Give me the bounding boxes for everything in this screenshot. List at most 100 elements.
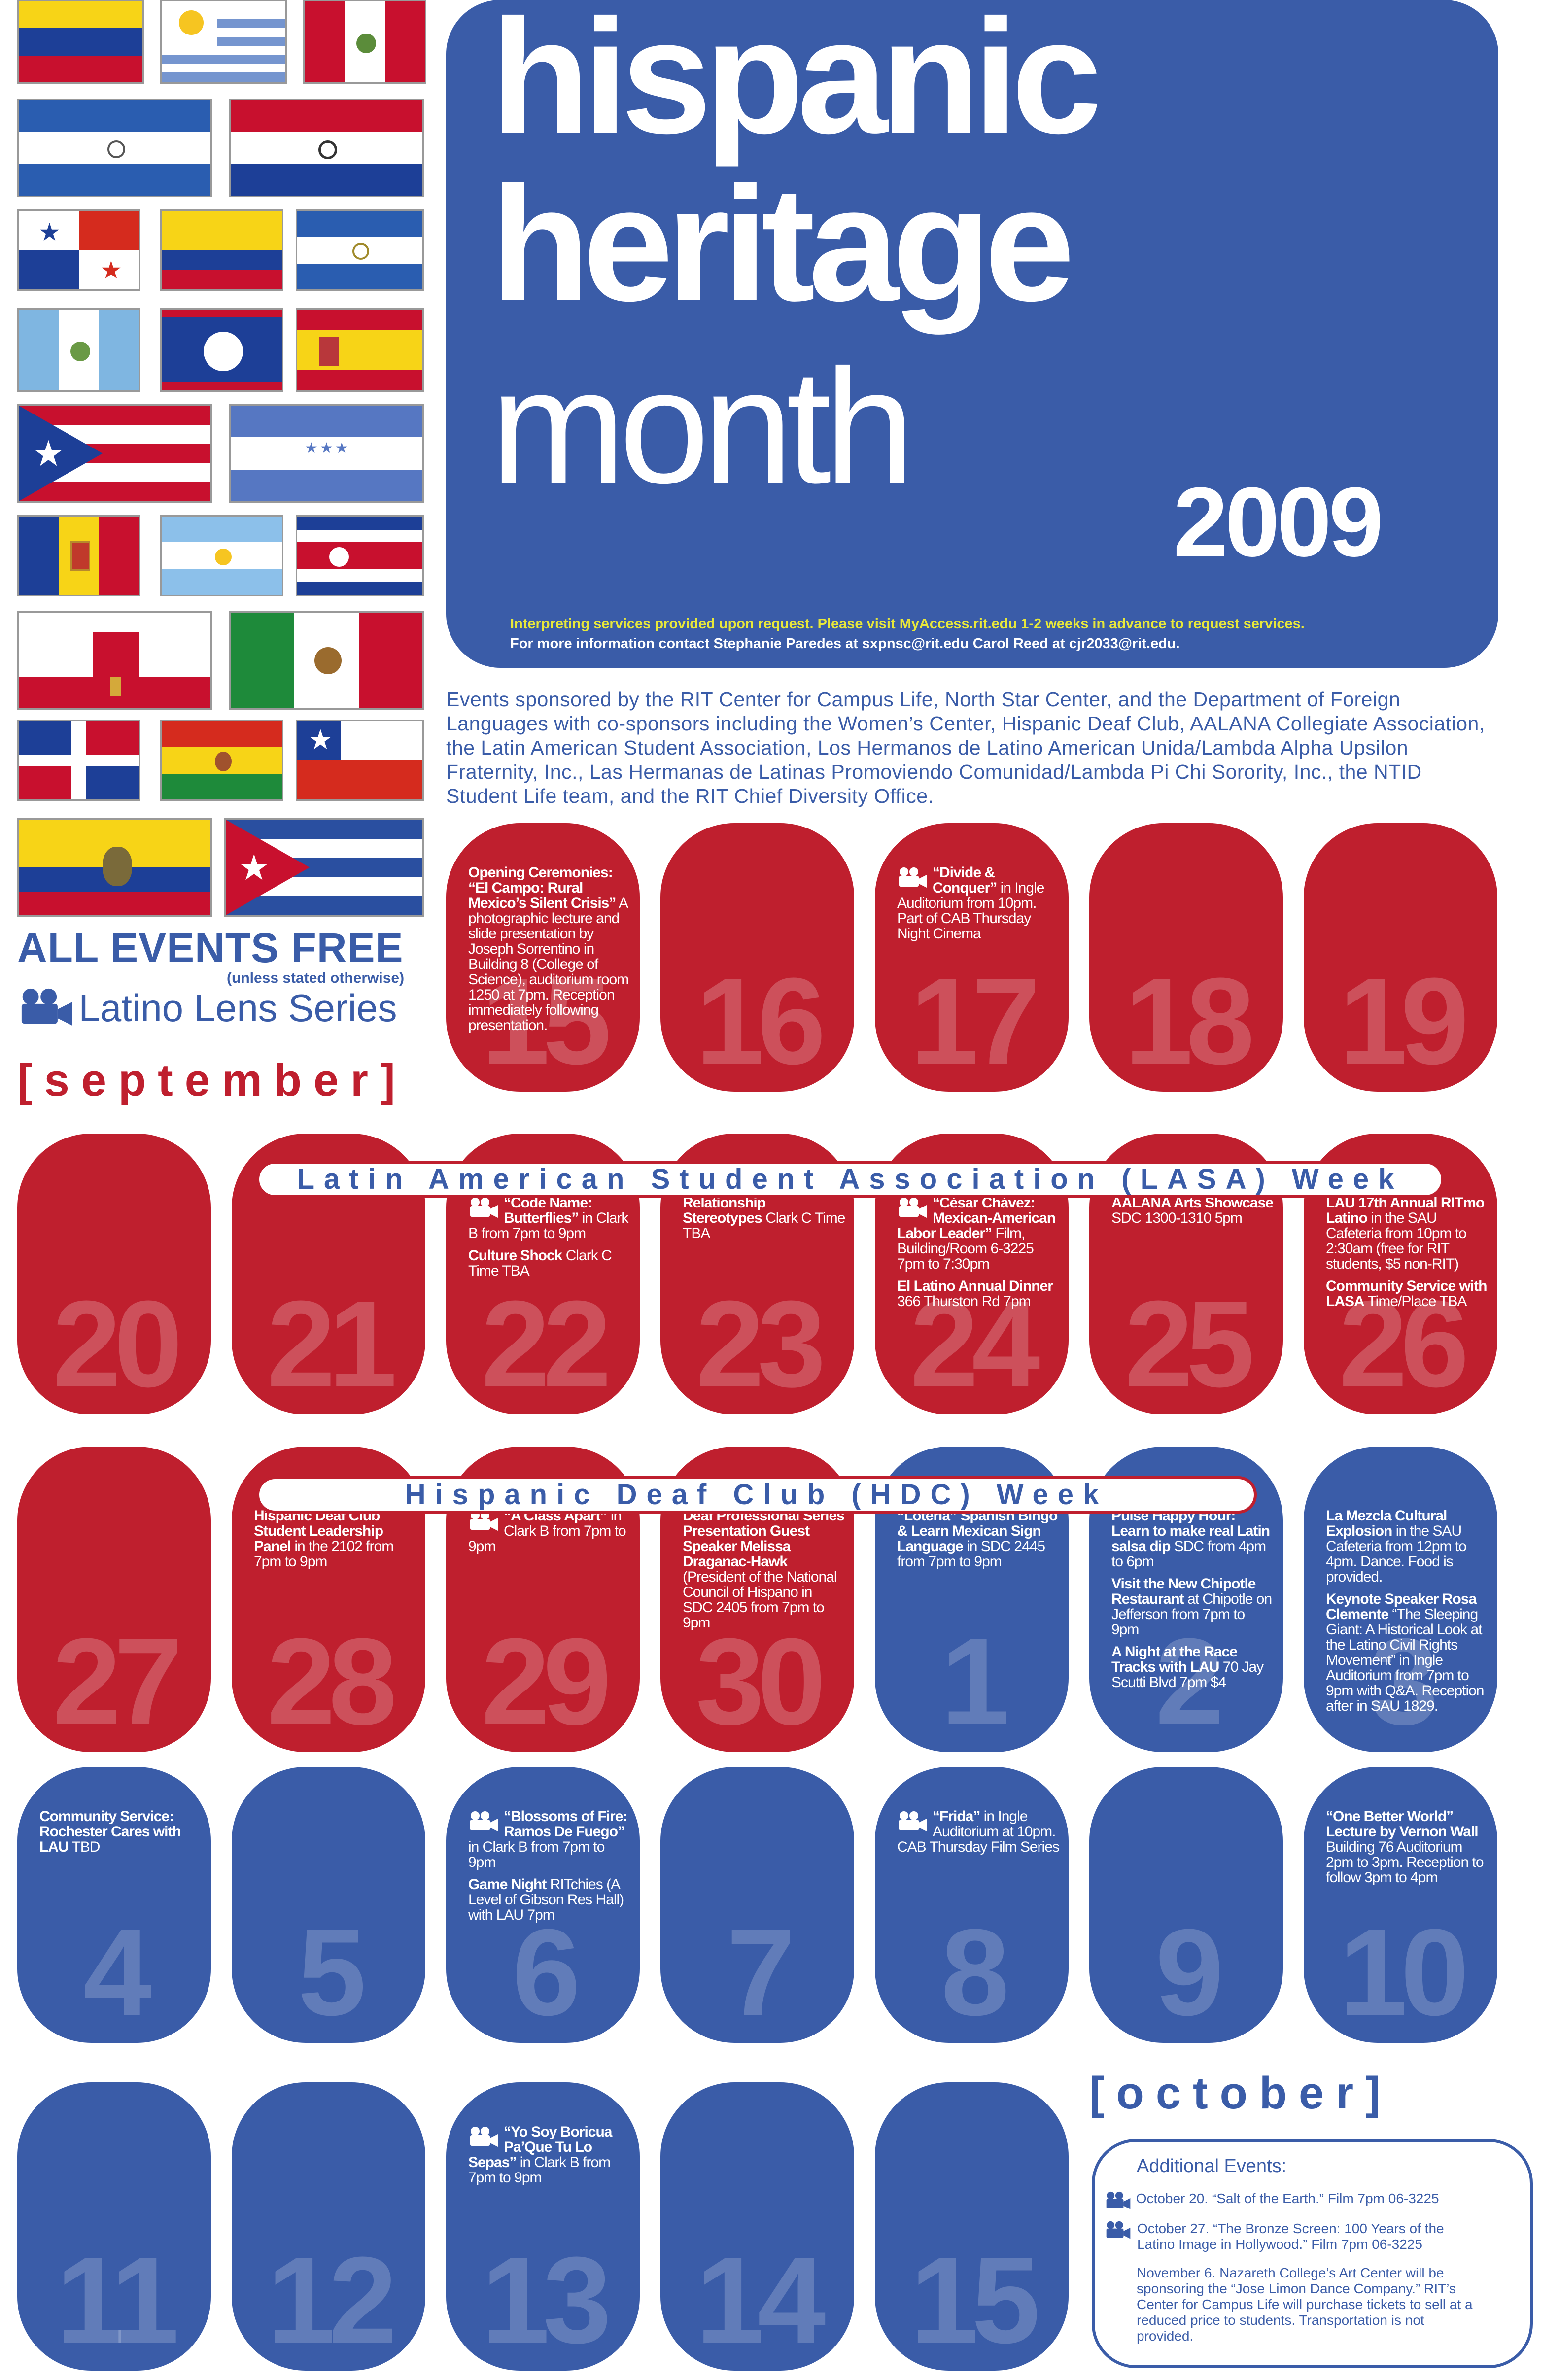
day-number: 20	[52, 1275, 182, 1413]
day-number: 15	[481, 952, 611, 1090]
film-camera-icon	[470, 1198, 498, 1218]
event-item: La Mezcla Cultural Explosion in the SAU …	[1326, 1508, 1489, 1585]
event-details: “The Sleeping Giant: A Historical Look a…	[1326, 1606, 1484, 1714]
day-events: Community Service: Rochester Cares with …	[39, 1809, 202, 1862]
film-camera-icon	[470, 2127, 498, 2147]
flag-belize	[160, 308, 283, 392]
event-item: “Code Name: Butterflies” in Clark B from…	[468, 1195, 631, 1241]
event-details: Clark C Time TBA	[468, 1247, 612, 1279]
latino-lens-legend: Latino Lens Series	[17, 986, 397, 1031]
event-item: “Loteria” Spanish Bingo & Learn Mexican …	[897, 1508, 1060, 1569]
day-cell-oct-14: 14	[660, 2082, 854, 2371]
flag-venezuela	[17, 0, 144, 84]
day-cell-sep-20: 20	[17, 1134, 211, 1414]
flag-costa-rica	[296, 515, 424, 596]
event-details: SDC from 4pm to 6pm	[1111, 1538, 1266, 1570]
day-events: “A Class Apart” in Clark B from 7pm to 9…	[468, 1508, 631, 1561]
day-events: Hispanic Deaf Club Student Leadership Pa…	[254, 1508, 416, 1576]
event-details: (President of the National Council of Hi…	[683, 1569, 837, 1631]
day-events: “Code Name: Butterflies” in Clark B from…	[468, 1195, 631, 1285]
interpreting-note: Interpreting services provided upon requ…	[510, 616, 1305, 632]
event-item: Community Service: Rochester Cares with …	[39, 1809, 202, 1855]
day-cell-sep-19: 19	[1304, 823, 1497, 1092]
day-cell-oct-9: 9	[1089, 1767, 1283, 2043]
day-number: 1	[940, 1613, 1009, 1750]
day-number: 27	[52, 1613, 182, 1750]
day-cell-oct-13: 13 “Yo Soy Boricua Pa’Que Tu Lo Sepas” in…	[446, 2082, 640, 2371]
event-title: El Latino Annual Dinner	[897, 1278, 1053, 1294]
event-details: SDC 1300-1310 5pm	[1111, 1210, 1243, 1226]
film-camera-icon	[899, 1198, 927, 1218]
title-heritage: heritage	[490, 153, 1075, 335]
event-item: Keynote Speaker Rosa Clemente “The Sleep…	[1326, 1591, 1489, 1714]
flag-argentina	[160, 515, 283, 596]
day-number: 15	[910, 2231, 1040, 2369]
flag-mexico	[229, 611, 424, 710]
flag-gibraltar	[17, 611, 212, 710]
day-cell-oct-15: 15	[875, 2082, 1069, 2371]
film-camera-icon	[1106, 2221, 1131, 2239]
event-item: Culture Shock Clark C Time TBA	[468, 1248, 631, 1278]
flag-andorra	[17, 515, 140, 596]
flag-dominican-republic	[17, 720, 140, 801]
all-events-free: ALL EVENTS FREE	[17, 925, 404, 971]
film-camera-icon	[899, 1811, 927, 1831]
event-item: “A Class Apart” in Clark B from 7pm to 9…	[468, 1508, 631, 1554]
day-number: 5	[297, 1903, 366, 2041]
event-details: Film, Building/Room 6-3225 7pm to 7:30pm	[897, 1225, 1034, 1272]
event-item: El Latino Annual Dinner 366 Thurston Rd …	[897, 1278, 1060, 1309]
event-item: Deaf Professional Series Presentation Gu…	[683, 1508, 845, 1630]
event-item: “Blossoms of Fire: Ramos De Fuego” in Cl…	[468, 1809, 631, 1870]
day-events: “Loteria” Spanish Bingo & Learn Mexican …	[897, 1508, 1060, 1576]
day-number: 29	[481, 1613, 611, 1750]
additional-event-3: November 6. Nazareth College’s Art Cente…	[1137, 2265, 1473, 2344]
flag-ecuador	[17, 818, 212, 917]
october-label: [october]	[1089, 2068, 1392, 2118]
event-title: Visit the New Chipotle Restaurant	[1111, 1576, 1256, 1607]
event-item: Visit the New Chipotle Restaurant at Chi…	[1111, 1576, 1274, 1637]
day-events: “Blossoms of Fire: Ramos De Fuego” in Cl…	[468, 1809, 631, 1930]
film-camera-icon	[899, 867, 927, 888]
event-title: “Divide & Conquer”	[933, 864, 997, 896]
sponsors-text: Events sponsored by the RIT Center for C…	[446, 688, 1485, 807]
day-cell-oct-5: 5	[232, 1767, 425, 2043]
day-events: Pulse Happy Hour: Learn to make real Lat…	[1111, 1508, 1274, 1697]
day-cell-oct-8: 8 “Frida” in Ingle Auditorium at 10pm. CA…	[875, 1767, 1069, 2043]
event-item: “César Chávez: Mexican-American Labor Le…	[897, 1195, 1060, 1272]
event-details: RITchies (A Level of Gibson Res Hall) wi…	[468, 1876, 624, 1923]
day-number: 6	[512, 1903, 581, 2041]
flag-cuba: ★	[224, 818, 424, 917]
flag-guatemala	[17, 308, 140, 392]
day-events: “Divide & Conquer” in Ingle Auditorium f…	[897, 865, 1060, 948]
day-number: 17	[910, 952, 1040, 1090]
day-number: 22	[481, 1275, 611, 1413]
day-cell-oct-6: 6 “Blossoms of Fire: Ramos De Fuego” in C…	[446, 1767, 640, 2043]
additional-event-1: October 20. “Salt of the Earth.” Film 7p…	[1105, 2191, 1524, 2211]
flag-spain	[296, 308, 424, 392]
flag-chile: ★	[296, 720, 424, 801]
additional-event-2-text: October 27. “The Bronze Screen: 100 Year…	[1137, 2221, 1444, 2252]
day-cell-sep-27: 27	[17, 1447, 211, 1752]
day-events: “Frida” in Ingle Auditorium at 10pm. CAB…	[897, 1809, 1060, 1862]
event-item: Hispanic Deaf Club Student Leadership Pa…	[254, 1508, 416, 1569]
event-item: Community Service with LASA Time/Place T…	[1326, 1278, 1489, 1309]
event-title: “One Better World” Lecture by Vernon Wal…	[1326, 1808, 1479, 1840]
day-cell-oct-11: 11	[17, 2082, 211, 2371]
day-number: 21	[267, 1275, 397, 1413]
free-note: (unless stated otherwise)	[227, 970, 405, 986]
contact-note: For more information contact Stephanie P…	[510, 636, 1180, 652]
event-item: A Night at the Race Tracks with LAU 70 J…	[1111, 1644, 1274, 1690]
flag-el-salvador	[296, 209, 424, 291]
flag-bolivia	[160, 720, 283, 801]
event-details: at Chipotle on Jefferson from 7pm to 9pm	[1111, 1591, 1272, 1638]
additional-events-title: Additional Events:	[1137, 2156, 1287, 2176]
day-events: La Mezcla Cultural Explosion in the SAU …	[1326, 1508, 1489, 1721]
event-details: in Clark B from 7pm to 9pm	[468, 2154, 611, 2186]
day-number: 7	[726, 1903, 795, 2041]
hdc-week-banner: Hispanic Deaf Club (HDC) Week	[256, 1476, 1257, 1514]
day-events: LAU 17th Annual RITmo Latino in the SAU …	[1326, 1195, 1489, 1316]
film-camera-icon	[1106, 2191, 1131, 2209]
day-number: 28	[267, 1613, 397, 1750]
event-item: “One Better World” Lecture by Vernon Wal…	[1326, 1809, 1489, 1885]
day-number: 14	[695, 2231, 826, 2369]
